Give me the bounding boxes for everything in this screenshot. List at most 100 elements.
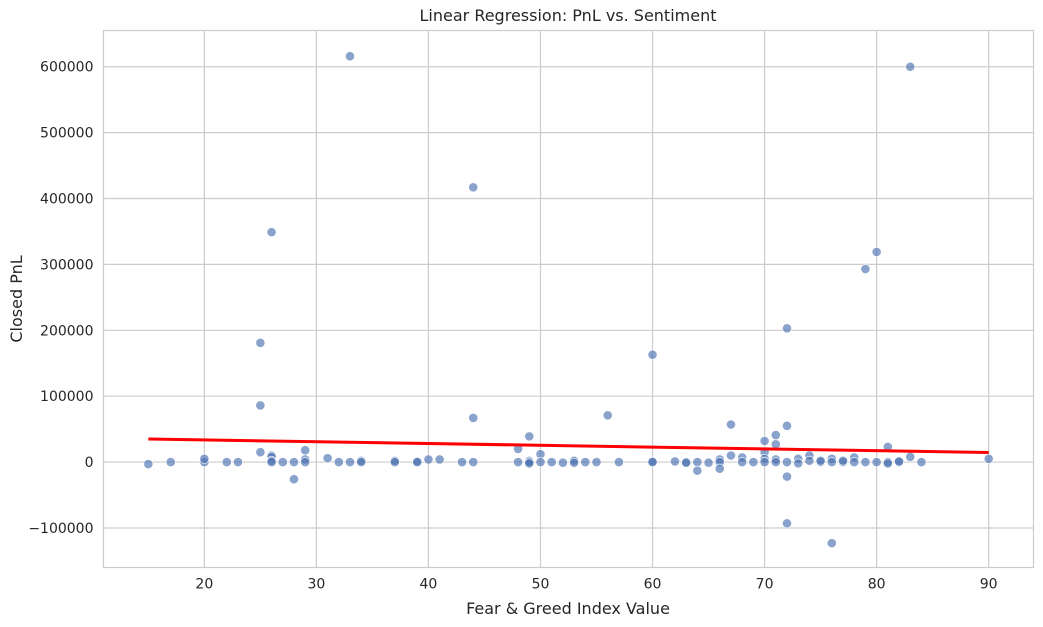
data-point <box>681 457 692 468</box>
data-point <box>804 455 815 466</box>
data-point <box>770 430 781 440</box>
data-point <box>748 457 759 467</box>
y-axis-label: Closed PnL <box>7 255 26 342</box>
data-point <box>569 457 580 468</box>
data-point <box>916 457 927 467</box>
data-point <box>221 457 232 467</box>
data-point <box>524 458 535 469</box>
data-point <box>726 450 736 461</box>
regression-line <box>148 437 989 455</box>
data-point <box>647 349 658 360</box>
x-tick-label: 30 <box>307 577 325 593</box>
chart-title: Linear Regression: PnL vs. Sentiment <box>420 6 717 25</box>
data-point <box>871 246 882 257</box>
data-point <box>389 457 400 467</box>
data-point <box>434 454 445 465</box>
data-point <box>826 457 837 467</box>
x-axis-ticks: 20 30 40 50 60 70 80 90 <box>195 577 997 593</box>
data-point <box>770 439 781 450</box>
data-point <box>423 454 434 465</box>
data-point <box>345 51 355 62</box>
data-point <box>289 457 299 467</box>
data-point <box>255 400 266 411</box>
data-point <box>782 457 792 467</box>
data-point <box>412 457 423 467</box>
y-tick-label: 500000 <box>40 126 93 142</box>
data-point <box>457 457 467 467</box>
data-point <box>983 453 994 464</box>
data-point <box>815 455 826 466</box>
data-point <box>726 419 736 430</box>
data-point <box>255 337 266 348</box>
regression-line-group <box>148 437 989 455</box>
data-point <box>703 457 714 468</box>
data-point <box>255 447 266 458</box>
data-point <box>782 518 792 529</box>
data-point <box>513 457 523 467</box>
data-point <box>333 457 344 467</box>
data-point <box>849 457 860 467</box>
data-point <box>266 457 277 467</box>
data-point <box>692 457 703 467</box>
data-point <box>905 451 916 462</box>
y-tick-label: −100000 <box>28 521 93 537</box>
data-point <box>199 453 210 464</box>
y-tick-label: 400000 <box>40 192 93 208</box>
y-axis-ticks: −100000 0 100000 200000 300000 400000 500000 60… <box>28 60 93 537</box>
x-tick-label: 40 <box>420 577 438 593</box>
data-point <box>737 457 748 467</box>
x-tick-label: 70 <box>756 577 774 593</box>
x-tick-label: 20 <box>195 577 213 593</box>
data-point <box>546 457 557 467</box>
data-point <box>277 457 288 467</box>
data-point <box>535 457 546 467</box>
data-point <box>860 264 871 274</box>
y-tick-label: 300000 <box>40 257 93 273</box>
x-tick-label: 50 <box>532 577 550 593</box>
data-point <box>143 459 154 469</box>
x-axis-label: Fear & Greed Index Value <box>466 599 670 618</box>
data-point <box>838 455 848 466</box>
data-point <box>782 323 792 334</box>
data-point <box>557 457 568 468</box>
data-point <box>289 474 299 485</box>
x-tick-label: 90 <box>980 577 998 593</box>
data-point <box>580 457 591 467</box>
data-point <box>871 457 882 467</box>
data-point <box>782 471 792 482</box>
data-point <box>591 457 602 467</box>
y-tick-label: 600000 <box>40 60 93 76</box>
data-point <box>670 456 680 467</box>
data-point <box>468 413 479 423</box>
y-tick-label: 100000 <box>40 389 93 405</box>
x-tick-label: 80 <box>868 577 886 593</box>
y-tick-label: 200000 <box>40 323 93 339</box>
data-point <box>524 431 535 442</box>
data-point <box>882 458 893 469</box>
data-point <box>770 457 781 467</box>
data-point <box>782 420 792 431</box>
data-point <box>300 445 311 456</box>
y-tick-label: 0 <box>85 455 94 471</box>
plot-frame <box>102 29 1035 569</box>
data-point <box>300 457 311 467</box>
data-point <box>602 410 613 421</box>
x-tick-label: 60 <box>644 577 662 593</box>
data-point <box>266 227 277 238</box>
data-point <box>356 457 367 467</box>
data-point <box>468 457 479 467</box>
data-point <box>233 457 243 467</box>
data-point <box>714 463 725 474</box>
data-point <box>905 61 916 72</box>
data-point <box>345 457 355 467</box>
data-point <box>894 456 904 467</box>
data-point <box>614 457 624 467</box>
plot-area <box>103 30 1034 568</box>
data-point <box>759 457 770 467</box>
data-point <box>647 457 658 467</box>
data-point <box>793 458 804 469</box>
data-point <box>692 465 703 476</box>
data-points <box>143 51 994 549</box>
data-point <box>860 457 871 467</box>
